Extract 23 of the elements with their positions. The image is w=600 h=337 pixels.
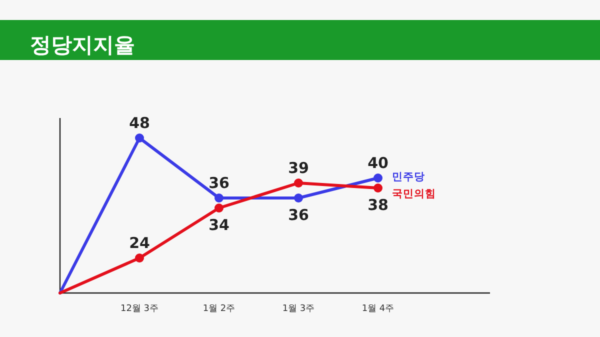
- x-tick-label: 12월 3주: [120, 304, 159, 314]
- data-label: 24: [129, 234, 150, 252]
- data-label: 38: [368, 196, 388, 214]
- x-tick-label: 1월 2주: [202, 304, 236, 314]
- point: [214, 194, 224, 202]
- series-label: 민주당: [392, 171, 425, 183]
- point: [135, 254, 144, 262]
- data-label: 34: [208, 216, 230, 234]
- data-label: 48: [129, 114, 150, 132]
- data-label: 39: [288, 159, 309, 177]
- data-label: 40: [368, 154, 388, 172]
- data-label: 36: [208, 174, 230, 192]
- series-label: 국민의힘: [392, 188, 436, 200]
- point: [374, 174, 382, 182]
- chart-title: 정당지지율: [30, 33, 135, 57]
- point: [294, 194, 303, 202]
- point: [294, 178, 303, 188]
- data-label: 36: [288, 206, 309, 224]
- point: [374, 184, 382, 192]
- x-tick-label: 1월 4주: [362, 304, 394, 314]
- point: [214, 204, 224, 212]
- point: [135, 134, 144, 142]
- x-tick-label: 1월 3주: [282, 304, 315, 314]
